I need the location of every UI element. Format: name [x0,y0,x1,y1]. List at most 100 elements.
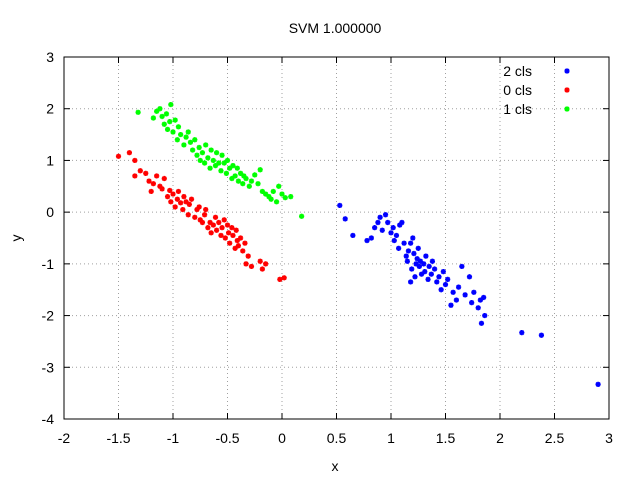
data-point [368,235,374,241]
data-point [469,300,475,306]
data-point [203,206,209,213]
data-point [417,258,424,264]
data-point [164,194,171,200]
data-point [411,250,417,257]
legend-marker [564,68,570,74]
data-point [397,222,403,228]
data-point [218,232,224,239]
data-point [178,200,184,206]
x-tick-label: 2 [496,430,504,446]
data-point [227,165,233,171]
data-point [442,281,449,288]
data-point [436,274,442,280]
data-point [232,173,238,179]
data-point [350,232,356,239]
data-point [159,186,165,192]
data-point [281,275,287,281]
data-point [405,248,412,254]
data-point [538,332,545,338]
data-point [199,150,206,156]
data-point [445,276,451,282]
data-point [190,147,196,153]
data-point [146,178,152,184]
data-point [185,129,191,135]
data-point [412,274,418,280]
data-point [157,183,163,189]
data-point [150,181,156,187]
data-point [188,196,195,202]
data-point [475,305,481,311]
y-tick-label: 2 [46,101,54,117]
data-point [481,294,487,301]
data-point [385,219,391,226]
y-tick-labels: -4 -3 -2 -1 0 1 2 3 [42,49,55,427]
data-point [245,253,251,259]
data-point [203,142,209,148]
x-tick-label: 1.5 [436,430,456,446]
y-tick-label: -4 [42,411,55,427]
y-tick-label: 1 [46,152,54,168]
data-point [364,237,370,244]
x-tick-label: -1 [167,430,180,446]
data-point [132,173,138,179]
data-point [174,196,180,202]
data-point [148,188,154,195]
data-point [199,219,206,226]
x-tick-label: 1 [387,430,395,446]
data-point [230,163,236,169]
data-point [388,230,394,236]
data-point [205,155,211,161]
legend-label: 2 cls [503,63,532,79]
data-point [408,279,414,285]
data-point [263,261,269,267]
data-point [255,181,261,187]
data-point [210,222,216,228]
x-tick-label: -2 [58,430,71,446]
data-point [161,175,167,182]
data-point [519,330,525,336]
data-point [225,230,232,236]
data-point [161,121,167,127]
data-point [208,230,214,236]
data-point [438,287,444,293]
data-point [185,212,191,218]
data-point [170,129,176,135]
legend-label: 1 cls [503,101,532,117]
data-point [482,312,488,319]
data-point [471,289,477,295]
data-point [232,245,238,251]
data-point [248,178,255,184]
data-point [246,183,252,189]
series-1-cls [135,101,305,219]
data-point [178,131,184,138]
x-tick-label: -1.5 [106,430,130,446]
data-point [197,217,203,223]
data-point [192,137,198,143]
data-point [202,212,208,218]
legend-marker [564,87,570,93]
data-point [183,199,189,205]
data-point [235,178,241,184]
data-point [181,142,187,148]
data-point [266,194,272,200]
data-point [440,269,446,275]
data-point [230,232,236,239]
data-point [223,170,230,176]
data-point [259,188,265,195]
x-tick-label: 3 [605,430,613,446]
x-tick-label: 0 [278,430,286,446]
data-point [379,227,385,233]
y-tick-label: 3 [46,49,54,65]
series-0-cls [115,150,287,282]
x-axis-label: x [332,458,339,474]
data-point [415,245,421,251]
data-point [234,237,240,244]
data-point [175,188,182,195]
data-point [229,225,235,231]
data-point [243,175,249,182]
data-point [205,225,211,231]
data-point [382,212,389,218]
data-point [208,147,214,153]
data-point [277,276,283,282]
